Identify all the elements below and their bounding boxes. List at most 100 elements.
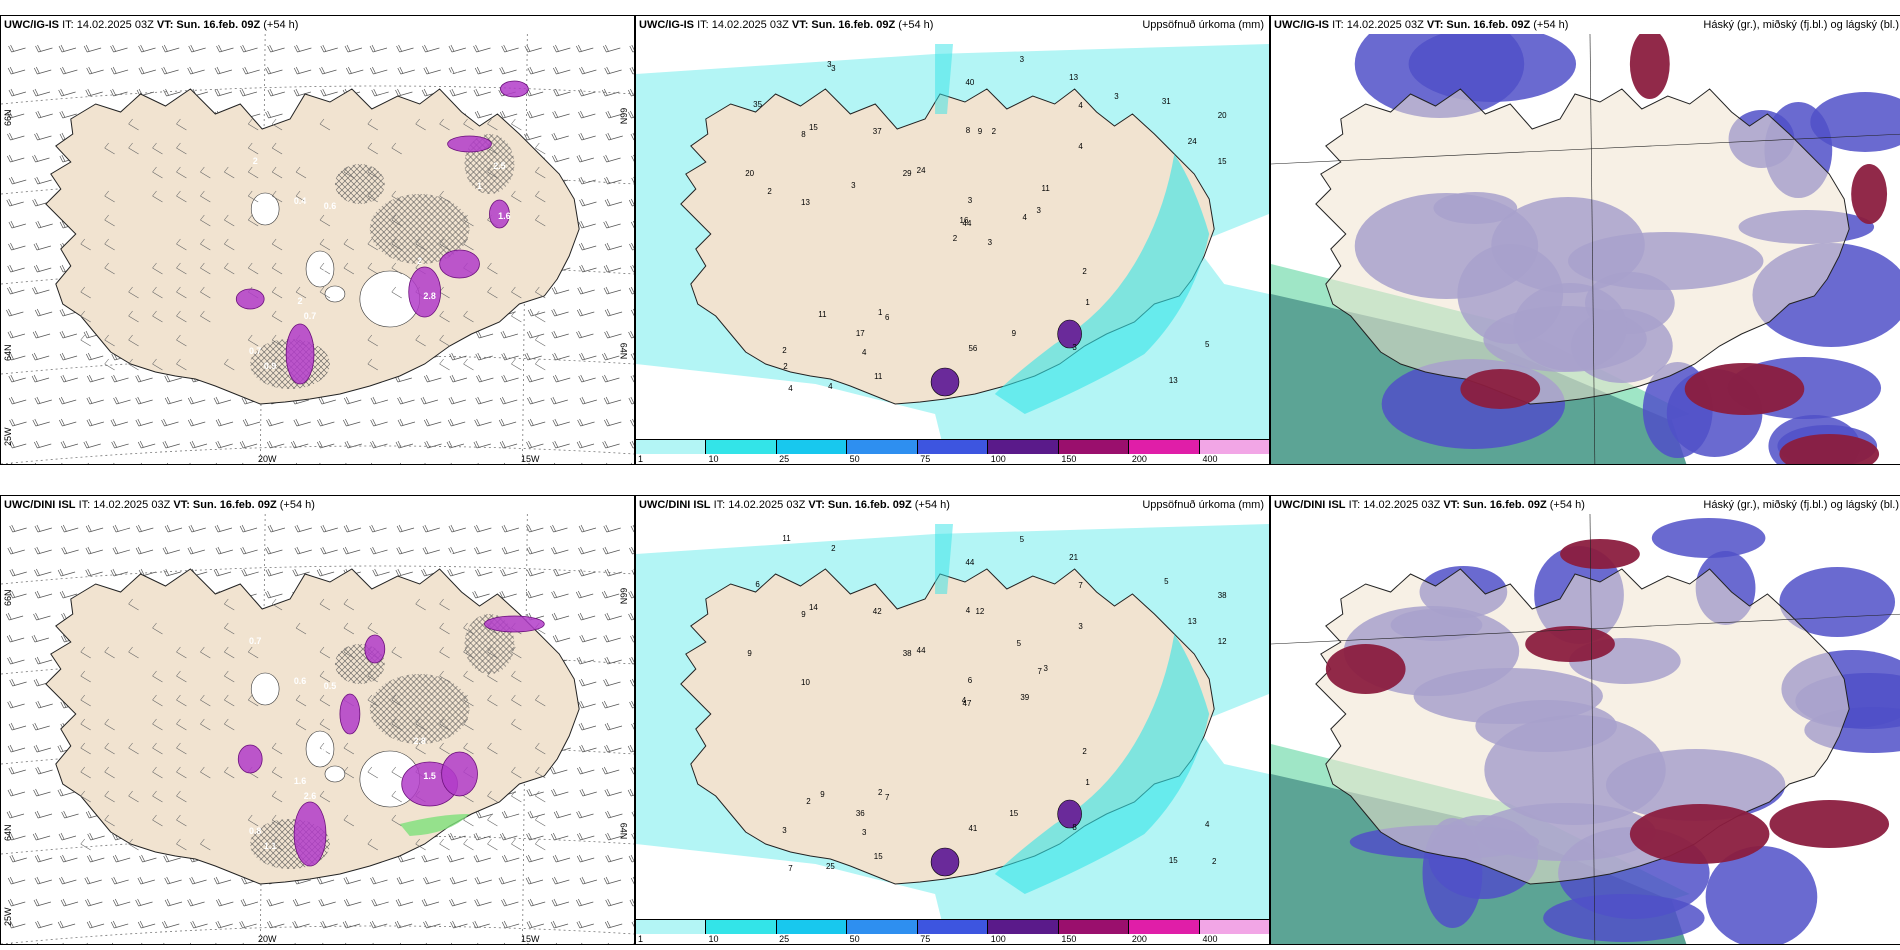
map-area: 3 2 4 3 4 4 9 6 5 21 38 44 44 42 38 41 36 47 39 25 12 12 15 15 1… <box>636 514 1269 920</box>
precip-value: 29 <box>903 169 912 178</box>
graticule-line <box>1 355 634 375</box>
lead-time: (+54 h) <box>914 499 950 511</box>
precip-value: 2 <box>953 234 958 243</box>
precip-value: 21 <box>1069 553 1078 562</box>
longitude-label: 15W <box>521 934 540 944</box>
turbulence-tail <box>399 814 470 836</box>
precip-value: 2 <box>992 127 997 136</box>
turbulence-blob <box>285 323 315 385</box>
precip-value: 9 <box>1012 329 1017 338</box>
longitude-label: 15W <box>521 454 540 464</box>
glacier <box>250 672 280 706</box>
cloud-low-area <box>1325 644 1406 694</box>
iceland-land <box>45 88 580 405</box>
map-panel-wind: UWC/DINI ISL IT: 14.02.2025 03Z VT: Sun.… <box>0 495 635 945</box>
map-panel-precip: UWC/DINI ISL IT: 14.02.2025 03Z VT: Sun.… <box>635 495 1270 945</box>
precip-value: 3 <box>968 196 973 205</box>
turbulence-blob <box>500 80 529 98</box>
latitude-label-right: 64N <box>618 342 629 360</box>
latitude-label-right: 66N <box>618 587 629 605</box>
precip-value: 8 <box>966 126 971 135</box>
precip-value: 7 <box>1038 667 1043 676</box>
precip-value: 1 <box>1085 298 1090 307</box>
legend-swatch <box>988 440 1059 454</box>
cloud-low-area <box>1560 539 1640 569</box>
valid-time-label: VT: <box>791 19 809 31</box>
precip-value: 2 <box>878 788 883 797</box>
precip-value: 16 <box>960 216 969 225</box>
precip-value: 15 <box>809 123 818 132</box>
valid-time-label: VT: <box>173 499 190 511</box>
icing-area <box>334 164 385 204</box>
legend-tick: 10 <box>708 934 719 944</box>
precip-value: 7 <box>788 864 793 873</box>
turbulence-value: 0.9 <box>264 691 276 701</box>
low-precip-area <box>636 844 942 920</box>
lead-time: (+54 h) <box>1549 499 1585 511</box>
cloud-mid-area <box>1810 92 1900 152</box>
turbulence-value: 0.7 <box>249 636 261 646</box>
precip-value: 37 <box>873 127 882 136</box>
precip-value: 4 <box>862 348 867 357</box>
legend-swatch <box>706 440 777 454</box>
legend-tick: 150 <box>1061 934 1077 944</box>
map-panel-cloud: UWC/IG-IS IT: 14.02.2025 03Z VT: Sun. 16… <box>1270 15 1900 465</box>
low-precip-area <box>636 364 942 440</box>
precip-value: 4 <box>1023 213 1028 222</box>
legend-swatches <box>636 440 1269 454</box>
turbulence-value: 1.6 <box>498 211 510 221</box>
turbulence-blob <box>408 266 442 318</box>
precip-value: 36 <box>856 809 865 818</box>
turbulence-value: 0.7 <box>304 311 316 321</box>
model-name: UWC/DINI ISL <box>639 499 711 511</box>
precip-value: 15 <box>874 852 883 861</box>
legend-tick: 25 <box>779 454 790 464</box>
precip-value: 3 <box>851 181 856 190</box>
precip-value: 2 <box>1212 857 1217 866</box>
precip-value: 13 <box>801 198 810 207</box>
precip-value: 5 <box>1020 535 1025 544</box>
turbulence-value: 1.6 <box>294 776 306 786</box>
legend-swatch <box>776 920 848 934</box>
legend-swatch <box>636 440 707 454</box>
precip-zone <box>994 154 1210 414</box>
map-area <box>1271 34 1900 464</box>
legend-swatch <box>1129 440 1200 454</box>
precip-value: 4 <box>1078 101 1083 110</box>
precip-value: 40 <box>966 78 975 87</box>
legend-tick: 1 <box>638 454 644 464</box>
model-name: UWC/IG-IS <box>1274 19 1329 31</box>
precip-max <box>930 367 960 397</box>
issue-time: IT: 14.02.2025 03Z <box>78 499 171 511</box>
precip-value: 6 <box>755 580 760 589</box>
graticule-line <box>1 85 634 105</box>
lead-time: (+54 h) <box>279 499 315 511</box>
low-precip-area <box>1194 694 1269 774</box>
legend-swatch <box>706 920 777 934</box>
turbulence-blob <box>364 634 386 664</box>
precip-value: 3 <box>1078 622 1083 631</box>
panel-header: UWC/IG-IS IT: 14.02.2025 03Z VT: Sun. 16… <box>1271 16 1900 34</box>
field-title: Uppsöfnuð úrkoma (mm) <box>1142 499 1264 511</box>
field-title: Háský (gr.), miðský (fj.bl.) og lágský (… <box>1703 19 1899 31</box>
cloud-low-area <box>1684 363 1805 415</box>
longitude-label: 20W <box>258 454 277 464</box>
precip-value: 4 <box>788 384 793 393</box>
glacier <box>305 730 335 768</box>
precip-value: 2 <box>806 797 811 806</box>
cloud-low-area <box>1769 800 1890 848</box>
lead-time: (+54 h) <box>263 19 299 31</box>
run-info: UWC/IG-IS IT: 14.02.2025 03Z VT: Sun. 16… <box>639 16 933 34</box>
turbulence-value: 2.8 <box>413 736 425 746</box>
precip-zone <box>994 634 1210 894</box>
turbulence-value: 2.8 <box>314 746 326 756</box>
turbulence-value: 0.6 <box>324 201 336 211</box>
legend-swatch <box>1058 920 1130 934</box>
legend-ticks: 1 10 25 50 75 100 150 200 400 <box>636 934 1269 944</box>
turbulence-value: 0.3 <box>264 211 276 221</box>
turbulence-blob <box>439 249 480 279</box>
precip-value: 3 <box>1037 206 1042 215</box>
iceland-land <box>1315 88 1850 405</box>
precip-value: 11 <box>782 534 791 543</box>
